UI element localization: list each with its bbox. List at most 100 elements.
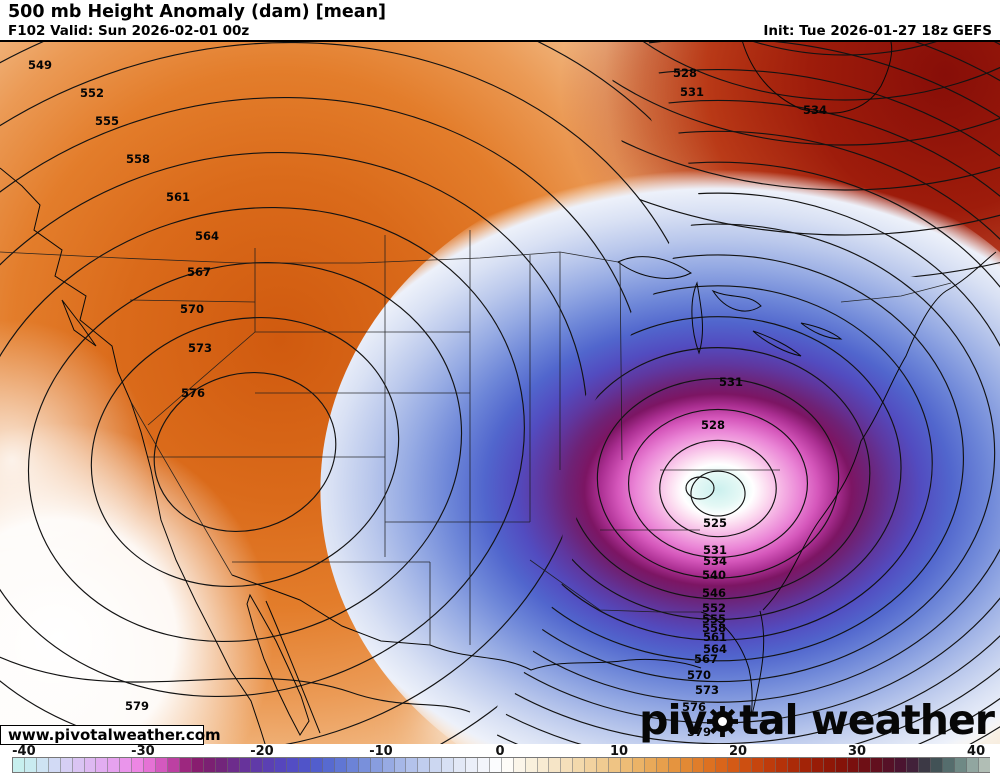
- contour-label: 573: [188, 341, 212, 355]
- contour-label: 555: [95, 114, 119, 128]
- colorbar-cell: [502, 758, 514, 772]
- colorbar-cell: [871, 758, 883, 772]
- colorbar-cell: [740, 758, 752, 772]
- contour-label: 525: [703, 516, 727, 530]
- contour-label: 579: [125, 699, 149, 713]
- colorbar-cell: [418, 758, 430, 772]
- colorbar-cell: [96, 758, 108, 772]
- colorbar-cell: [478, 758, 490, 772]
- colorbar-cell: [144, 758, 156, 772]
- colorbar-cell: [132, 758, 144, 772]
- contour-label: 534: [803, 103, 827, 117]
- colorbar-cell: [943, 758, 955, 772]
- colorbar-cell: [716, 758, 728, 772]
- colorbar-cell: [216, 758, 228, 772]
- colorbar-cell: [120, 758, 132, 772]
- colorbar-cell: [371, 758, 383, 772]
- colorbar-cell: [466, 758, 478, 772]
- contour-label: 567: [187, 265, 211, 279]
- brand-logo: piv tal weather: [639, 697, 994, 744]
- colorbar-cell: [728, 758, 740, 772]
- colorbar-cell: [204, 758, 216, 772]
- colorbar-cell: [597, 758, 609, 772]
- gear-icon: [707, 703, 738, 744]
- contour-label: 576: [181, 386, 205, 400]
- watermark: www.pivotalweather.com: [0, 725, 204, 745]
- contour-label: 531: [719, 375, 743, 389]
- colorbar-cell: [836, 758, 848, 772]
- colorbar-cell: [704, 758, 716, 772]
- colorbar-cell: [859, 758, 871, 772]
- colorbar-cell: [240, 758, 252, 772]
- colorbar-cell: [311, 758, 323, 772]
- colorbar-cell: [526, 758, 538, 772]
- map-canvas: 5495525555585615645675705735765795285315…: [0, 42, 1000, 744]
- colorbar-cell: [192, 758, 204, 772]
- page-title: 500 mb Height Anomaly (dam) [mean]: [8, 2, 386, 22]
- colorbar-cell: [931, 758, 943, 772]
- colorbar-cell: [73, 758, 85, 772]
- colorbar-cell: [681, 758, 693, 772]
- brand-text-left: piv: [639, 700, 706, 741]
- colorbar-cell: [37, 758, 49, 772]
- colorbar-cell: [919, 758, 931, 772]
- anomaly-shading: [0, 42, 1000, 744]
- colorbar-cell: [514, 758, 526, 772]
- colorbar-cell: [25, 758, 37, 772]
- colorbar-cell: [633, 758, 645, 772]
- colorbar-cell: [263, 758, 275, 772]
- colorbar: [12, 757, 990, 773]
- colorbar-cell: [275, 758, 287, 772]
- brand-text-right: tal weather: [739, 700, 994, 741]
- colorbar-cell: [669, 758, 681, 772]
- contour-label: 570: [687, 668, 711, 682]
- colorbar-cell: [442, 758, 454, 772]
- colorbar-cell: [693, 758, 705, 772]
- colorbar-cell: [383, 758, 395, 772]
- header: 500 mb Height Anomaly (dam) [mean] F102 …: [0, 0, 1000, 40]
- contour-label: 552: [80, 86, 104, 100]
- colorbar-cell: [299, 758, 311, 772]
- colorbar-cell: [955, 758, 967, 772]
- contour-label: 573: [695, 683, 719, 697]
- colorbar-cell: [645, 758, 657, 772]
- colorbar-cell: [621, 758, 633, 772]
- colorbar-cell: [251, 758, 263, 772]
- colorbar-cell: [156, 758, 168, 772]
- valid-time-text: F102 Valid: Sun 2026-02-01 00z: [8, 23, 249, 39]
- colorbar-cell: [764, 758, 776, 772]
- contour-label: 549: [28, 58, 52, 72]
- colorbar-cell: [347, 758, 359, 772]
- colorbar-cell: [907, 758, 919, 772]
- colorbar-cell: [609, 758, 621, 772]
- contour-label: 528: [701, 418, 725, 432]
- contour-label: 546: [702, 586, 726, 600]
- colorbar-cell: [585, 758, 597, 772]
- contour-label: 564: [195, 229, 219, 243]
- colorbar-cell: [454, 758, 466, 772]
- contour-label: 561: [166, 190, 190, 204]
- colorbar-cell: [323, 758, 335, 772]
- contour-label: 567: [694, 652, 718, 666]
- colorbar-cell: [561, 758, 573, 772]
- colorbar-cell: [335, 758, 347, 772]
- watermark-text: www.pivotalweather.com: [1, 726, 221, 744]
- contour-label: 570: [180, 302, 204, 316]
- colorbar-cell: [13, 758, 25, 772]
- colorbar-cell: [812, 758, 824, 772]
- contour-label: 558: [126, 152, 150, 166]
- colorbar-cell: [287, 758, 299, 772]
- contour-label: 528: [673, 66, 697, 80]
- colorbar-cell: [848, 758, 860, 772]
- colorbar-cell: [824, 758, 836, 772]
- colorbar-cell: [180, 758, 192, 772]
- colorbar-cell: [573, 758, 585, 772]
- colorbar-cell: [406, 758, 418, 772]
- colorbar-cell: [538, 758, 550, 772]
- colorbar-cell: [430, 758, 442, 772]
- colorbar-cell: [979, 758, 990, 772]
- init-time-text: Init: Tue 2026-01-27 18z GEFS: [763, 23, 992, 39]
- colorbar-cell: [85, 758, 97, 772]
